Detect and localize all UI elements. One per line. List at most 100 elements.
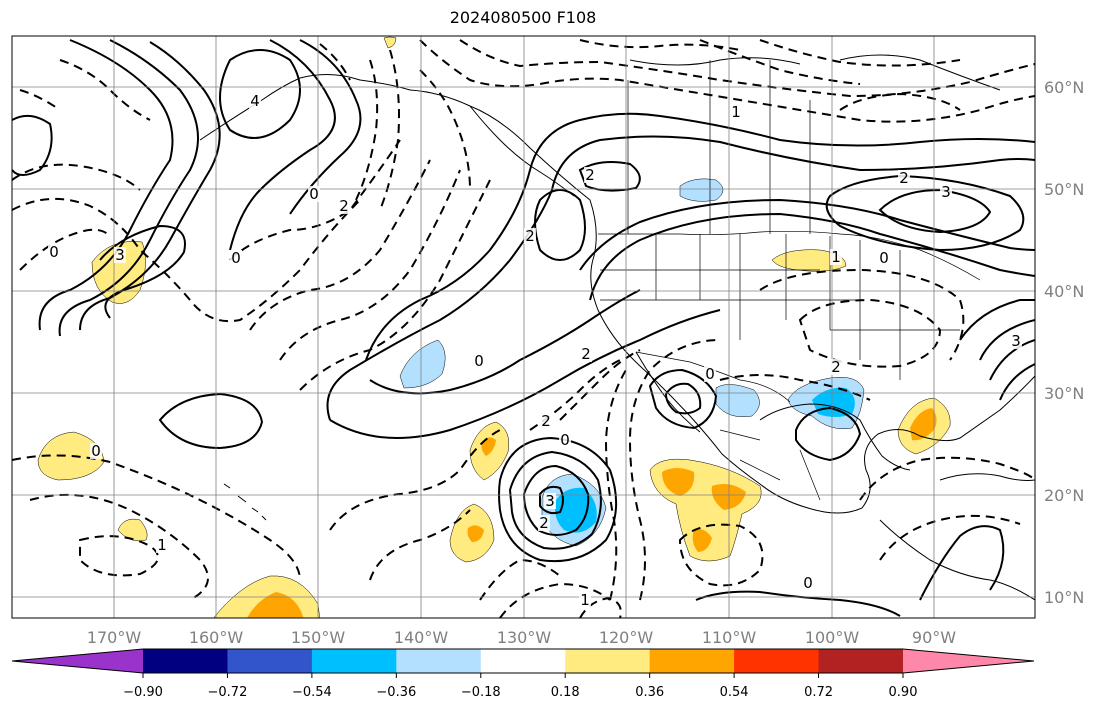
contour-negative	[759, 39, 961, 67]
colorbar-segment	[818, 649, 904, 673]
contour-positive	[919, 525, 1005, 601]
fill-negative	[679, 178, 724, 202]
contour-negative	[719, 374, 871, 401]
contour-negative	[369, 509, 471, 581]
contour-negative	[279, 169, 461, 361]
fill-positive-strong	[467, 525, 484, 542]
contour-label-bg	[540, 413, 552, 429]
contour-label: 0	[879, 249, 889, 267]
contour-label-bg	[898, 170, 910, 186]
fill-negative-strong	[555, 487, 597, 533]
contour-positive	[695, 590, 901, 617]
contour-label: 2	[339, 197, 349, 215]
map-frame	[11, 35, 1036, 619]
longitude-label: 120°W	[599, 628, 654, 647]
contour-positive	[534, 189, 586, 261]
contour-positive	[508, 450, 602, 550]
central-america	[879, 519, 1035, 601]
contour-negative	[12, 163, 141, 191]
contour-label-bg	[830, 249, 842, 265]
colorbar-segment	[734, 649, 820, 673]
colorbar-tick-label: −0.36	[376, 685, 416, 700]
contour-label-bg	[940, 184, 952, 200]
contour-label: 3	[115, 246, 125, 264]
map-title: 2024080500 F108	[449, 8, 597, 27]
contour-label: 2	[525, 227, 535, 245]
contour-label: 2	[581, 345, 591, 363]
contour-label: 0	[705, 365, 715, 383]
latitude-label: 60°N	[1044, 78, 1084, 97]
colorbar-tick-label: −0.54	[292, 685, 332, 700]
political-borders	[598, 60, 981, 501]
contour-labels: 0 0 0 0 0 0 0 0 0 1 1 1 1 2 2 2 2 2 2 2 2 3 3 3 3 4	[48, 92, 1022, 609]
contour-positive	[365, 112, 1035, 361]
contour-label-bg	[156, 537, 168, 553]
contour-positive	[522, 464, 590, 536]
fill-positive-strong	[481, 437, 496, 456]
contour-label-bg	[114, 247, 126, 263]
contour-positive	[539, 485, 564, 515]
colorbar-segment	[649, 649, 735, 673]
contour-label-bg	[538, 515, 550, 531]
contour-negative	[379, 49, 400, 211]
longitude-label: 130°W	[497, 628, 552, 647]
contour-label: 0	[474, 352, 484, 370]
contour-positive	[589, 212, 1035, 301]
contour-label: 3	[1011, 332, 1021, 350]
contour-negative	[12, 197, 361, 322]
contour-positive	[959, 299, 1035, 401]
contour-negative	[19, 228, 111, 271]
latitude-label: 30°N	[1044, 384, 1084, 403]
cuba	[939, 473, 1035, 481]
fill-negative	[715, 384, 760, 417]
contour-positive	[99, 224, 186, 319]
contour-positive	[579, 198, 1035, 271]
contour-label-bg	[830, 359, 842, 375]
contour-negative	[879, 514, 1021, 561]
contour-label: 1	[731, 103, 741, 121]
contour-label-bg	[249, 93, 261, 109]
fill-positive	[37, 431, 105, 481]
hudson-bay	[839, 54, 1001, 91]
contour-label-bg	[1010, 333, 1022, 349]
contour-label: 3	[941, 183, 951, 201]
colorbar-extend-high	[903, 649, 1034, 673]
contour-label-bg	[90, 443, 102, 459]
colorbar-tick-label: −0.18	[461, 685, 501, 700]
contour-label: 0	[91, 442, 101, 460]
latitude-label: 20°N	[1044, 486, 1084, 505]
contour-label: 2	[541, 412, 551, 430]
contour-positive	[878, 188, 992, 234]
contour-label: 2	[585, 166, 595, 184]
colorbar-tick-label: 0.36	[635, 685, 664, 700]
contour-lines	[12, 39, 1035, 618]
colorbar-segment	[311, 649, 397, 673]
contour-negative	[419, 39, 1035, 123]
contour-negative	[798, 298, 942, 368]
fill-negative	[399, 339, 446, 389]
mexico-states	[719, 429, 821, 501]
contour-negative	[29, 493, 209, 601]
latitude-label: 40°N	[1044, 282, 1084, 301]
colorbar-segment	[396, 649, 482, 673]
colorbar: −0.90 −0.72 −0.54 −0.36 −0.18 0.18 0.36 0.54 0.7…	[11, 648, 1035, 700]
fill-positive-strong	[662, 468, 695, 496]
longitude-label: 160°W	[189, 628, 244, 647]
longitude-labels: 170°W 160°W 150°W 140°W 130°W 120°W 110°W 100°W…	[87, 628, 956, 647]
contour-label: 2	[899, 169, 909, 187]
contour-negative	[759, 268, 965, 361]
contour-positive	[795, 406, 862, 462]
contour-negative	[249, 159, 431, 331]
contour-label: 0	[231, 249, 241, 267]
contour-negative	[579, 39, 741, 51]
colorbar-segment	[143, 649, 228, 673]
contour-label: 0	[803, 574, 813, 592]
contour-label-bg	[579, 592, 591, 608]
contour-negative	[459, 39, 1035, 98]
coastlines	[199, 54, 1035, 601]
contour-label: 1	[580, 591, 590, 609]
contour-label: 3	[545, 492, 555, 510]
colorbar-segment	[565, 649, 651, 673]
colorbar-extend-low	[12, 649, 143, 673]
alaska-panhandle	[469, 105, 575, 197]
